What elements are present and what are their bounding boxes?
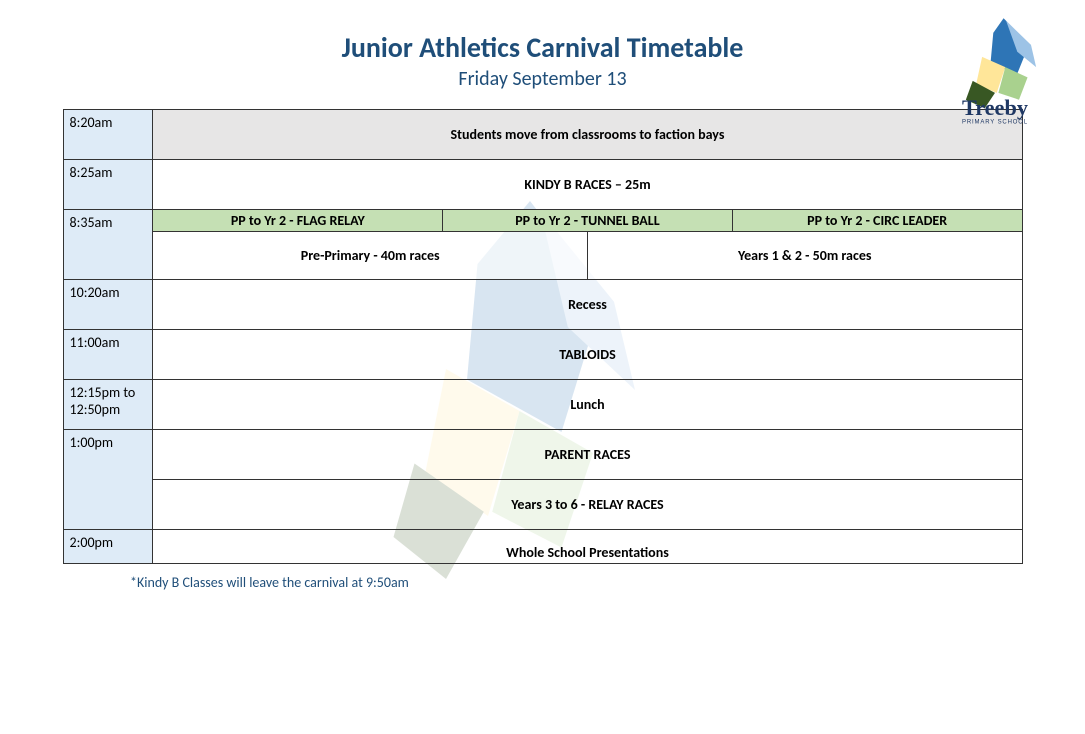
event-parent-races: PARENT RACES <box>153 430 1022 480</box>
time-100: 1:00pm <box>63 430 153 530</box>
event-835-preprimary: Pre-Primary - 40m races <box>153 232 587 280</box>
event-presentations: Whole School Presentations <box>153 530 1022 564</box>
event-835-tunnel-ball: PP to Yr 2 - TUNNEL BALL <box>443 210 733 232</box>
school-logo: Treeby PRIMARY SCHOOL <box>935 14 1055 124</box>
time-1215: 12:15pm to 12:50pm <box>63 380 153 430</box>
logo-brand-sub: PRIMARY SCHOOL <box>962 120 1028 126</box>
time-1020: 10:20am <box>63 280 153 330</box>
page-subtitle: Friday September 13 <box>50 67 1035 91</box>
event-relay-races: Years 3 to 6 - RELAY RACES <box>153 480 1022 530</box>
time-820: 8:20am <box>63 110 153 160</box>
event-tabloids: TABLOIDS <box>153 330 1022 380</box>
logo-brand-text: Treeby <box>962 95 1028 120</box>
event-825: KINDY B RACES – 25m <box>153 160 1022 210</box>
time-1100: 11:00am <box>63 330 153 380</box>
time-825: 8:25am <box>63 160 153 210</box>
event-835-circ-leader: PP to Yr 2 - CIRC LEADER <box>732 210 1022 232</box>
footnote: *Kindy B Classes will leave the carnival… <box>130 574 1035 591</box>
event-835-years12: Years 1 & 2 - 50m races <box>587 232 1022 280</box>
event-835-flag-relay: PP to Yr 2 - FLAG RELAY <box>153 210 443 232</box>
timetable: 8:20am Students move from classrooms to … <box>63 109 1023 564</box>
page-title: Junior Athletics Carnival Timetable <box>50 30 1035 65</box>
event-recess: Recess <box>153 280 1022 330</box>
time-835: 8:35am <box>63 210 153 280</box>
event-lunch: Lunch <box>153 380 1022 430</box>
event-820: Students move from classrooms to faction… <box>153 110 1022 160</box>
time-200: 2:00pm <box>63 530 153 564</box>
